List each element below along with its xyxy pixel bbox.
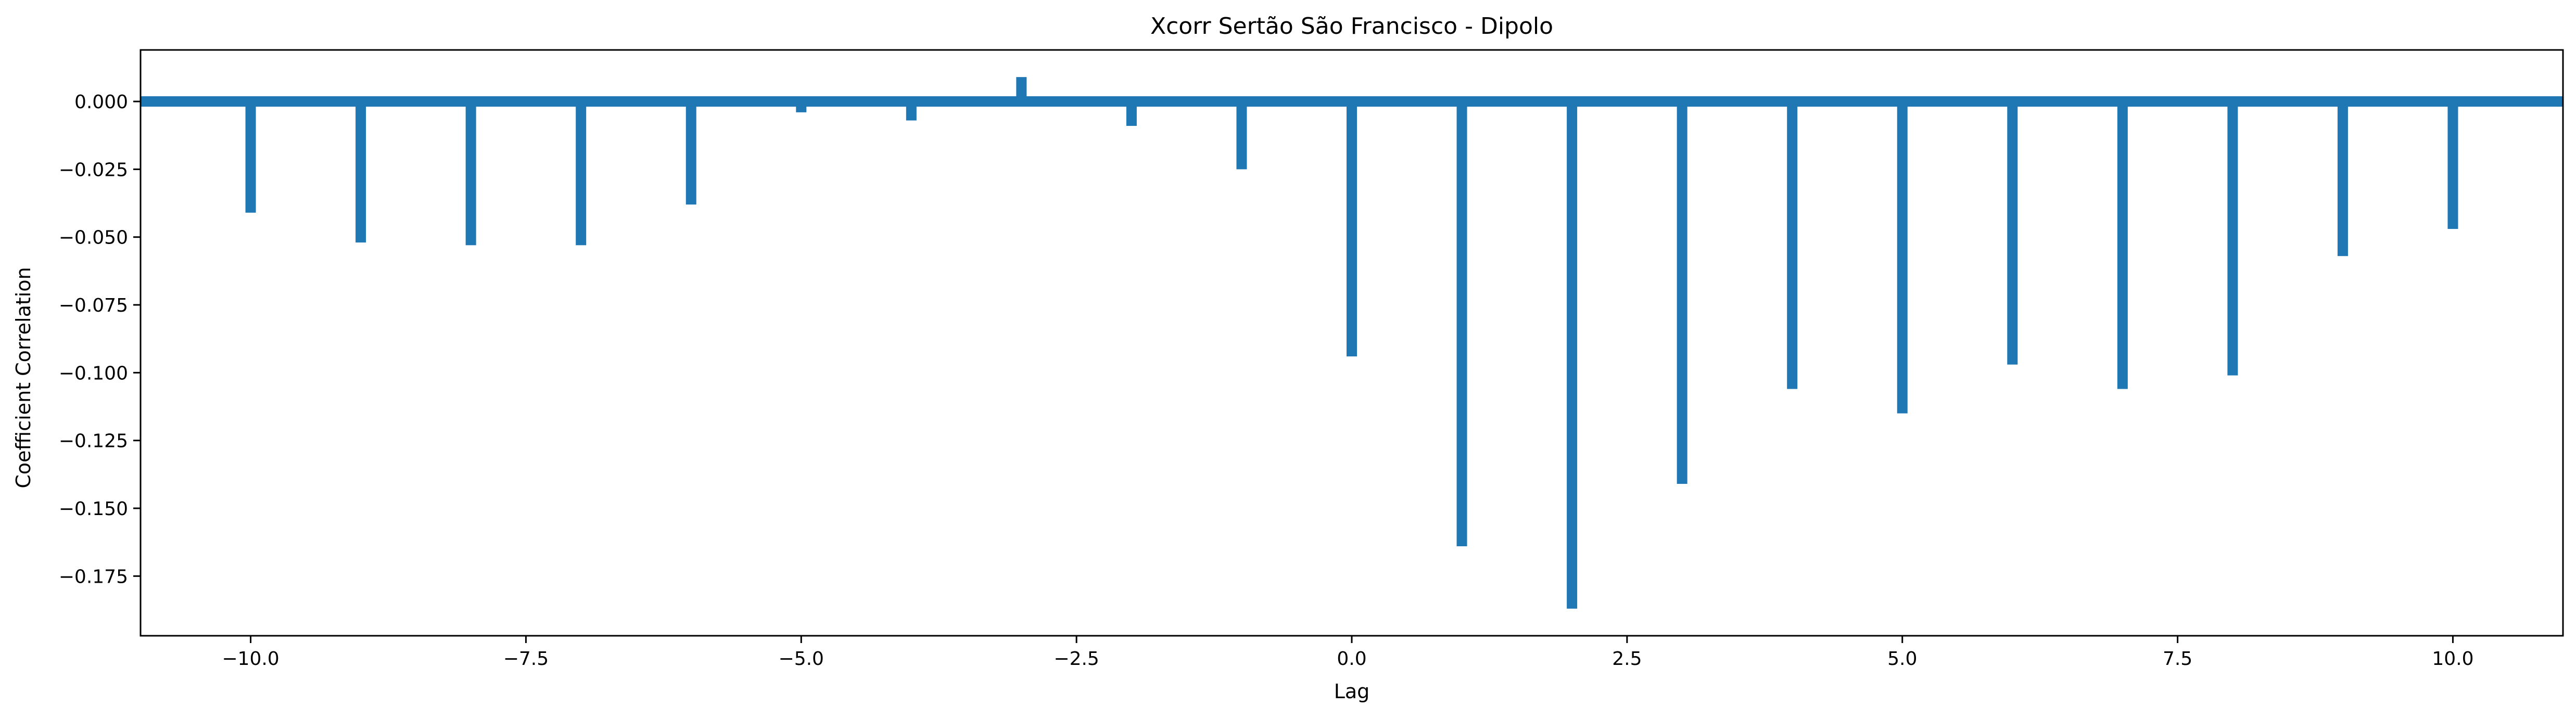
chart-title: Xcorr Sertão São Francisco - Dipolo [1150,13,1553,40]
bar-lag-9 [2337,101,2348,256]
x-tick-label: 7.5 [2163,648,2192,670]
x-tick-label: 0.0 [1337,648,1366,670]
bar-lag--10 [245,101,256,213]
plot-frame [139,49,2564,637]
bar-lag-2 [1567,101,1578,609]
bar-lag-6 [2007,101,2018,365]
x-tick-label: −5.0 [779,648,824,670]
y-tick-label: −0.025 [59,159,128,181]
y-tick-label: −0.150 [59,498,128,520]
y-tick-label: −0.075 [59,295,128,316]
bar-lag--9 [356,101,366,243]
x-tick-label: −2.5 [1054,648,1099,670]
bar-lag-8 [2227,101,2238,376]
bar-lag--3 [1016,77,1027,102]
y-tick-label: 0.000 [74,92,128,113]
bar-lag-7 [2117,101,2128,389]
bar-lag-10 [2447,101,2458,229]
bar-lag--1 [1236,101,1247,170]
bar-lag-3 [1677,101,1687,484]
bar-lag-0 [1347,101,1357,357]
x-axis-label: Lag [1334,680,1370,703]
y-tick-label: −0.100 [59,363,128,384]
x-tick-label: 5.0 [1887,648,1917,670]
bar-lag--6 [686,101,696,205]
bar-lag--2 [1126,101,1137,126]
bar-lag-4 [1787,101,1798,389]
plot-area [141,77,2563,609]
y-tick-label: −0.125 [59,431,128,452]
bar-lag-1 [1456,101,1467,546]
x-tick-label: 10.0 [2432,648,2473,670]
y-tick-label: −0.175 [59,566,128,587]
bar-lag-5 [1897,101,1908,414]
bar-lag--8 [465,101,476,246]
y-tick-label: −0.050 [59,227,128,249]
y-axis: 0.000 −0.025 −0.050 −0.075 −0.100 −0.125 −0.15… [59,92,141,587]
bar-lag--7 [576,101,587,246]
x-tick-label: −10.0 [222,648,279,670]
y-axis-label: Coefficient Correlation [12,267,35,488]
x-axis: −10.0 −7.5 −5.0 −2.5 0.0 2.5 5.0 7.5 10.0 [222,636,2474,670]
x-tick-label: 2.5 [1612,648,1642,670]
x-tick-label: −7.5 [503,648,549,670]
